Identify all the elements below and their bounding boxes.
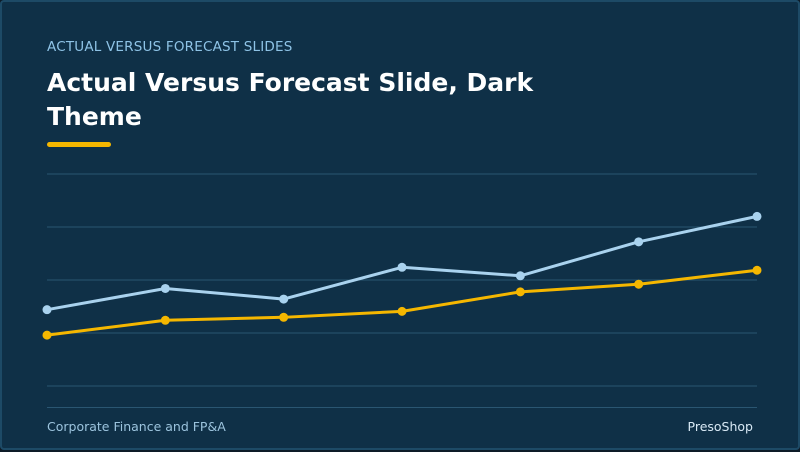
series-1-point-4 [397, 262, 407, 272]
series-1-point-6 [634, 237, 644, 247]
footer-divider [47, 407, 757, 408]
slide-eyebrow: ACTUAL VERSUS FORECAST SLIDES [47, 39, 293, 55]
slide-title: Actual Versus Forecast Slide, Dark Theme [47, 68, 534, 131]
series-1-point-7 [752, 211, 762, 221]
series-1-point-5 [515, 271, 525, 281]
series-2-point-3 [279, 312, 289, 322]
series-1-point-1 [42, 305, 52, 315]
series-2-point-2 [160, 315, 170, 325]
series-2-point-1 [42, 330, 52, 340]
series-2-point-6 [634, 279, 644, 289]
series-1-point-2 [160, 283, 170, 293]
title-accent-bar [47, 142, 111, 147]
footer-category: Corporate Finance and FP&A [47, 419, 226, 434]
series-1-point-3 [279, 294, 289, 304]
footer-brand: PresoShop [687, 419, 753, 434]
series-2-point-5 [515, 287, 525, 297]
series-2-point-7 [752, 265, 762, 275]
series-2-point-4 [397, 306, 407, 316]
